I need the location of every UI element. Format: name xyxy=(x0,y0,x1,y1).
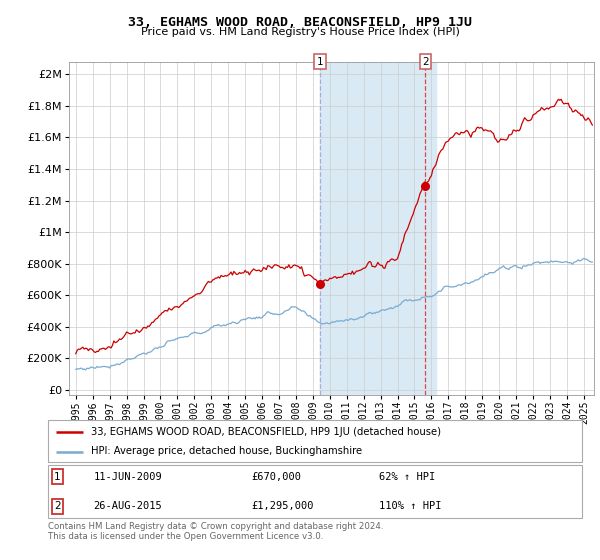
Text: £1,295,000: £1,295,000 xyxy=(251,501,313,511)
Text: 26-AUG-2015: 26-AUG-2015 xyxy=(94,501,162,511)
Text: Contains HM Land Registry data © Crown copyright and database right 2024.
This d: Contains HM Land Registry data © Crown c… xyxy=(48,522,383,542)
Text: 1: 1 xyxy=(317,57,323,67)
Text: 11-JUN-2009: 11-JUN-2009 xyxy=(94,472,162,482)
Bar xyxy=(320,62,436,395)
Text: 33, EGHAMS WOOD ROAD, BEACONSFIELD, HP9 1JU: 33, EGHAMS WOOD ROAD, BEACONSFIELD, HP9 … xyxy=(128,16,472,29)
Text: HPI: Average price, detached house, Buckinghamshire: HPI: Average price, detached house, Buck… xyxy=(91,446,362,456)
Text: 62% ↑ HPI: 62% ↑ HPI xyxy=(379,472,436,482)
Text: Price paid vs. HM Land Registry's House Price Index (HPI): Price paid vs. HM Land Registry's House … xyxy=(140,27,460,37)
Text: £670,000: £670,000 xyxy=(251,472,301,482)
Text: 33, EGHAMS WOOD ROAD, BEACONSFIELD, HP9 1JU (detached house): 33, EGHAMS WOOD ROAD, BEACONSFIELD, HP9 … xyxy=(91,427,441,437)
Text: 2: 2 xyxy=(422,57,429,67)
Text: 2: 2 xyxy=(54,501,61,511)
Text: 110% ↑ HPI: 110% ↑ HPI xyxy=(379,501,442,511)
Text: 1: 1 xyxy=(54,472,61,482)
